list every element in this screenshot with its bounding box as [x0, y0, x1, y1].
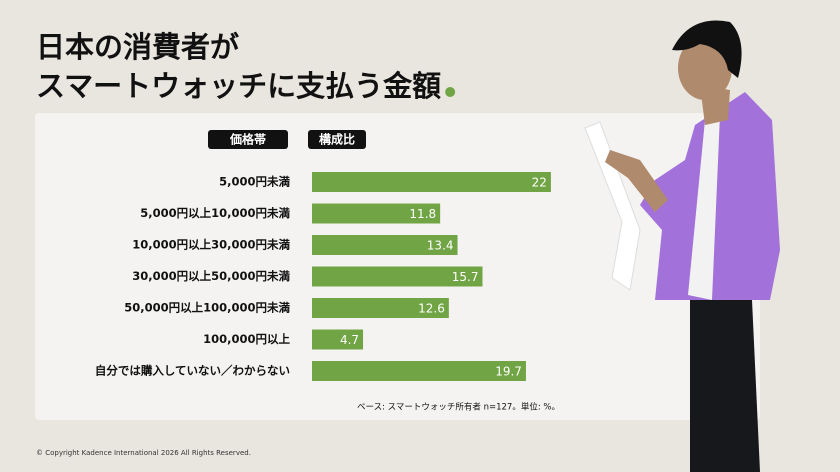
category-label: 5,000円未満: [219, 175, 290, 189]
bar: [312, 298, 449, 318]
bar: [312, 203, 441, 224]
value-label: 22: [532, 176, 547, 190]
header-pill: [308, 130, 366, 149]
person-illustration: [584, 20, 780, 472]
title-line: 日本の消費者が: [36, 30, 239, 64]
category-header: 価格帯: [229, 132, 266, 147]
value-label: 4.7: [340, 333, 359, 347]
value-label: 13.4: [427, 239, 454, 253]
bar: [312, 235, 458, 255]
undershirt: [688, 115, 720, 300]
bar: [312, 329, 364, 350]
value-label: 12.6: [418, 302, 445, 316]
pants: [690, 300, 760, 472]
receipt: [584, 121, 641, 291]
title-dot: [445, 87, 456, 97]
title-line: スマートウォッチに支払う金額: [36, 69, 441, 103]
hair: [672, 20, 742, 78]
bar: [312, 361, 526, 381]
value-header: 構成比: [319, 132, 355, 147]
value-label: 15.7: [452, 270, 479, 284]
bars: 5,000円未満 22 5,000円以上10,000円未満 11.8 10,000円以上…: [95, 172, 551, 381]
category-label: 100,000円以上: [203, 332, 290, 346]
copyright: © Copyright Kadence International 2026 A…: [36, 449, 251, 457]
arm: [605, 150, 668, 212]
category-label: 自分では購入していない／わからない: [95, 364, 290, 378]
value-label: 11.8: [409, 207, 436, 221]
category-label: 5,000円以上10,000円未満: [140, 206, 290, 220]
header-pill: [208, 130, 288, 149]
bar: [312, 172, 551, 192]
bar: [312, 266, 483, 287]
category-label: 50,000円以上100,000円未満: [124, 301, 290, 315]
category-label: 30,000円以上50,000円未満: [132, 269, 290, 283]
value-label: 19.7: [495, 365, 522, 379]
note: ベース: スマートウォッチ所有者 n=127。単位: %。: [357, 402, 560, 413]
category-label: 10,000円以上30,000円未満: [132, 238, 290, 252]
